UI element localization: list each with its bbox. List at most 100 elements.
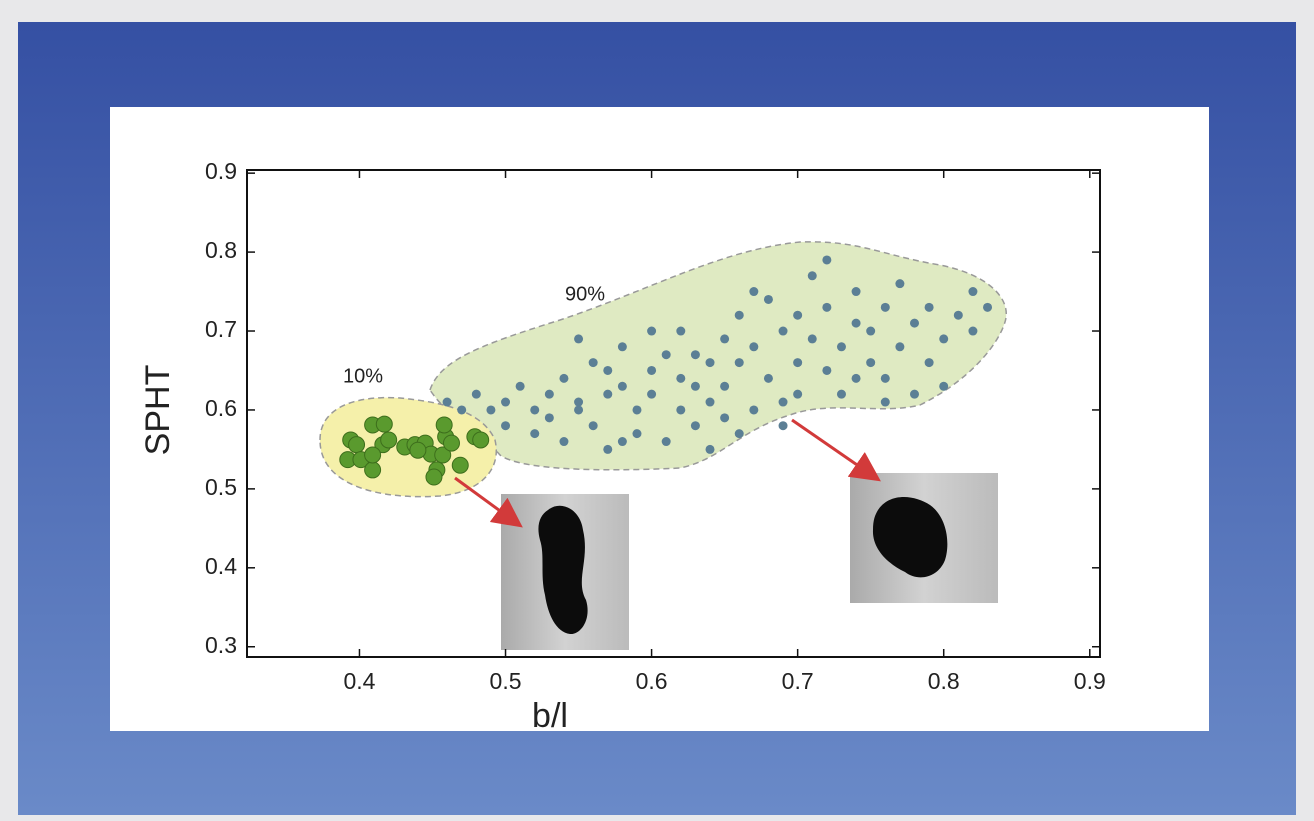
point (676, 374, 685, 383)
point (749, 342, 758, 351)
point (852, 374, 861, 383)
point (603, 366, 612, 375)
point (436, 417, 452, 433)
point (603, 390, 612, 399)
point (443, 398, 452, 407)
point (647, 390, 656, 399)
point (720, 382, 729, 391)
x-axis-label: b/l (532, 697, 568, 735)
point (530, 429, 539, 438)
point (410, 442, 426, 458)
y-axis-label: SPHT (139, 365, 177, 456)
point (720, 334, 729, 343)
x-tick-label: 0.4 (343, 668, 375, 694)
point (895, 279, 904, 288)
region-label: 10% (343, 365, 383, 387)
point (691, 421, 700, 430)
point (632, 405, 641, 414)
point (618, 342, 627, 351)
point (793, 358, 802, 367)
point (472, 390, 481, 399)
x-tick-label: 0.5 (490, 668, 522, 694)
point (574, 405, 583, 414)
point (574, 398, 583, 407)
point (589, 358, 598, 367)
point (852, 319, 861, 328)
point (910, 319, 919, 328)
point (939, 382, 948, 391)
point (706, 398, 715, 407)
point (486, 405, 495, 414)
point (706, 358, 715, 367)
point (559, 437, 568, 446)
point (779, 421, 788, 430)
y-tick-label: 0.4 (205, 553, 237, 579)
point (365, 462, 381, 478)
point (881, 398, 890, 407)
point (691, 350, 700, 359)
point (662, 350, 671, 359)
point (691, 382, 700, 391)
point (822, 303, 831, 312)
point (954, 311, 963, 320)
point (793, 311, 802, 320)
point (381, 432, 397, 448)
point (939, 334, 948, 343)
point (749, 287, 758, 296)
point (822, 366, 831, 375)
point (603, 445, 612, 454)
point (895, 342, 904, 351)
point (735, 358, 744, 367)
point (559, 374, 568, 383)
point (866, 358, 875, 367)
point (647, 327, 656, 336)
point (662, 437, 671, 446)
point (793, 390, 802, 399)
point (452, 457, 468, 473)
point (443, 435, 459, 451)
region-label: 90% (565, 283, 605, 305)
point (925, 358, 934, 367)
point (473, 432, 489, 448)
point (808, 271, 817, 280)
point (779, 398, 788, 407)
point (968, 287, 977, 296)
point (881, 374, 890, 383)
point (881, 303, 890, 312)
point (983, 303, 992, 312)
point (647, 366, 656, 375)
point (735, 429, 744, 438)
point (618, 382, 627, 391)
point (545, 413, 554, 422)
y-tick-label: 0.5 (205, 474, 237, 500)
x-tick-label: 0.7 (782, 668, 814, 694)
point (632, 429, 641, 438)
slide: SPHT b/l 0.40.50.60.70.80.90.30.40.50.60… (0, 0, 1314, 821)
point (618, 437, 627, 446)
point (779, 327, 788, 336)
point (837, 390, 846, 399)
point (457, 405, 466, 414)
y-tick-label: 0.6 (205, 395, 237, 421)
y-tick-label: 0.8 (205, 237, 237, 263)
point (501, 398, 510, 407)
point (720, 413, 729, 422)
point (676, 405, 685, 414)
point (516, 382, 525, 391)
point (808, 334, 817, 343)
y-tick-label: 0.9 (205, 158, 237, 184)
point (365, 447, 381, 463)
point (837, 342, 846, 351)
point (910, 390, 919, 399)
point (589, 421, 598, 430)
point (764, 374, 773, 383)
point (426, 469, 442, 485)
x-tick-label: 0.8 (928, 668, 960, 694)
point (749, 405, 758, 414)
point (545, 390, 554, 399)
point (925, 303, 934, 312)
point (349, 437, 365, 453)
point (530, 405, 539, 414)
point (676, 327, 685, 336)
x-tick-label: 0.6 (636, 668, 668, 694)
